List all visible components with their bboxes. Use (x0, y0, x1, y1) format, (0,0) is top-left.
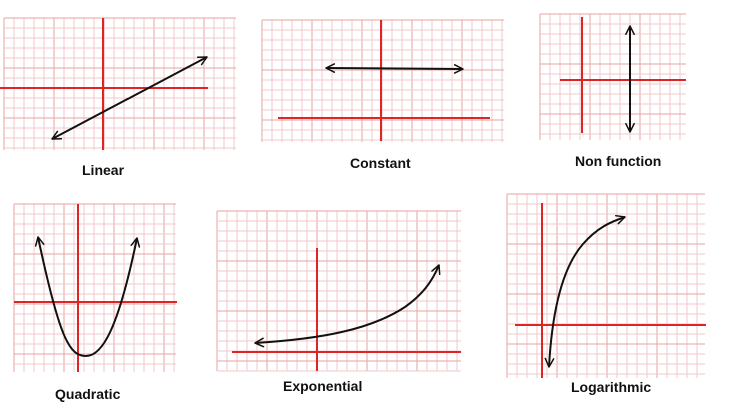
constant-graph: Constant (261, 19, 504, 171)
exponential-graph: Exponential (216, 210, 461, 394)
quadratic-grid (13, 203, 176, 372)
logarithmic-curve (544, 214, 626, 368)
exponential-curve (254, 264, 441, 348)
non-function-grid (539, 13, 686, 140)
linear-graph: Linear (0, 17, 236, 178)
logarithmic-label: Logarithmic (571, 379, 651, 395)
exponential-label: Exponential (283, 378, 362, 394)
non-function-label: Non function (575, 153, 661, 169)
non-function-graph: Non function (539, 13, 686, 169)
constant-grid (261, 19, 504, 142)
linear-label: Linear (82, 162, 125, 178)
linear-grid (3, 17, 236, 150)
linear-curve (51, 56, 208, 140)
logarithmic-graph: Logarithmic (506, 193, 706, 395)
quadratic-curve (34, 236, 141, 358)
constant-curve (325, 63, 464, 74)
constant-label: Constant (350, 155, 411, 171)
exponential-grid (216, 210, 461, 372)
quadratic-label: Quadratic (55, 386, 121, 402)
logarithmic-grid (506, 193, 705, 378)
quadratic-graph: Quadratic (13, 203, 177, 402)
